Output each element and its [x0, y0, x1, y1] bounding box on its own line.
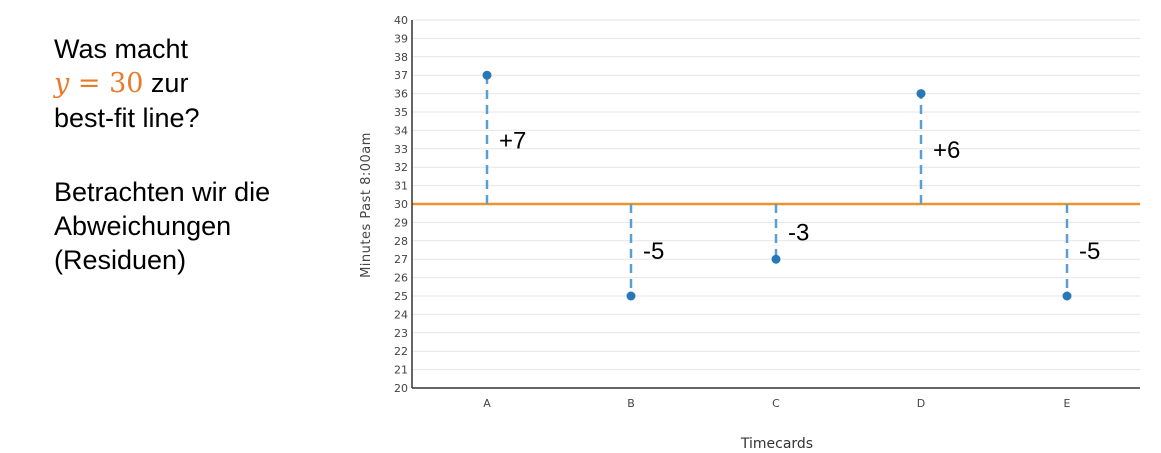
x-axis-label: Timecards: [740, 436, 813, 452]
y-tick-label: 27: [394, 253, 408, 266]
y-tick-label: 37: [394, 69, 408, 82]
y-tick-label: 33: [394, 143, 408, 156]
grid-lines: [412, 19, 1140, 371]
y-tick-label: 38: [394, 51, 408, 64]
equation-equals: =: [69, 68, 110, 99]
equation-variable: y: [54, 68, 70, 99]
y-tick-label: 40: [394, 14, 408, 27]
y-tick-label: 24: [394, 308, 408, 321]
y-tick-label: 20: [394, 382, 408, 395]
y-tick-label: 31: [394, 180, 408, 193]
residual-label: -5: [643, 238, 664, 265]
axes: 20 21 22 23 24 25 26 27 28 29 30 31 32 33 34 35 36 37 38 39…: [394, 14, 1140, 410]
equation-value: 30: [109, 68, 144, 99]
question-suffix: zur: [143, 68, 189, 98]
y-tick-label: 32: [394, 161, 408, 174]
question-line-1: Was macht: [54, 34, 189, 64]
y-tick-label: 29: [394, 216, 408, 229]
y-tick-label: 35: [394, 106, 408, 119]
equation: y = 30: [54, 68, 143, 99]
y-axis-label: Minutes Past 8:00am: [359, 132, 374, 278]
question-line-3: best-fit line?: [54, 103, 200, 133]
y-tick-label: 25: [394, 290, 408, 303]
question-line-2: y = 30 zur: [54, 66, 354, 101]
data-point: [482, 70, 492, 80]
x-tick-label: D: [917, 397, 925, 410]
residual-label-layer: +7 -5 -3 +6 -5: [499, 128, 1100, 265]
body-line-1: Betrachten wir die: [54, 177, 271, 207]
data-point: [916, 89, 926, 99]
y-tick-label: 23: [394, 327, 408, 340]
y-tick-label: 36: [394, 88, 408, 101]
y-tick-label: 30: [394, 198, 408, 211]
y-tick-label: 22: [394, 345, 408, 358]
x-tick-label: C: [772, 397, 780, 410]
x-tick-label: A: [483, 397, 491, 410]
y-tick-label: 21: [394, 364, 408, 377]
residual-label: +7: [499, 128, 526, 155]
slide-text: Was macht y = 30 zur best-fit line? Betr…: [54, 32, 354, 277]
y-tick-label: 28: [394, 235, 408, 248]
data-point: [626, 291, 636, 301]
residual-label: +6: [933, 137, 960, 164]
residual-label: -3: [788, 220, 809, 247]
data-point: [1062, 291, 1072, 301]
residual-label: -5: [1079, 238, 1100, 265]
residual-lines: [485, 75, 1069, 296]
x-tick-label: E: [1064, 397, 1071, 410]
y-tick-label: 26: [394, 272, 408, 285]
data-points: [482, 70, 1072, 301]
y-tick-label: 34: [394, 124, 408, 137]
x-tick-label: B: [627, 397, 635, 410]
body-line-2: Abweichungen: [54, 211, 232, 241]
y-tick-label: 39: [394, 32, 408, 45]
body-line-3: (Residuen): [54, 245, 187, 275]
data-point: [771, 254, 781, 264]
